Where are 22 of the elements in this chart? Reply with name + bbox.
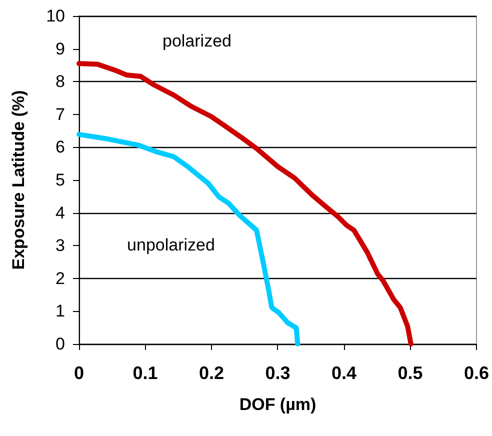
x-tick-label: 0 — [74, 363, 84, 383]
y-tick-label: 5 — [56, 170, 65, 190]
y-tick-label: 6 — [56, 138, 65, 157]
y-tick-label: 7 — [56, 104, 65, 124]
x-tick-label: 0.3 — [265, 363, 290, 383]
y-tick-label: 1 — [56, 302, 65, 321]
y-tick-label: 10 — [46, 6, 65, 26]
y-tick-label: 2 — [56, 268, 65, 288]
x-tick-label: 0.6 — [464, 363, 490, 383]
x-tick-label: 0.1 — [132, 363, 158, 383]
x-tick-label: 0.2 — [198, 363, 224, 383]
y-axis-title: Exposure Latitude (%) — [9, 90, 28, 270]
x-axis-title: DOF (µm) — [239, 395, 316, 414]
y-tick-label: 4 — [56, 203, 65, 222]
series-label: polarized — [162, 32, 232, 50]
y-tick-label: 0 — [56, 334, 65, 354]
x-tick-label: 0.5 — [398, 363, 423, 383]
y-tick-label: 9 — [56, 39, 65, 58]
x-tick-label: 0.4 — [331, 363, 357, 383]
y-tick-label: 8 — [56, 72, 65, 92]
y-tick-label: 3 — [56, 236, 65, 256]
series-label: unpolarized — [127, 236, 215, 254]
